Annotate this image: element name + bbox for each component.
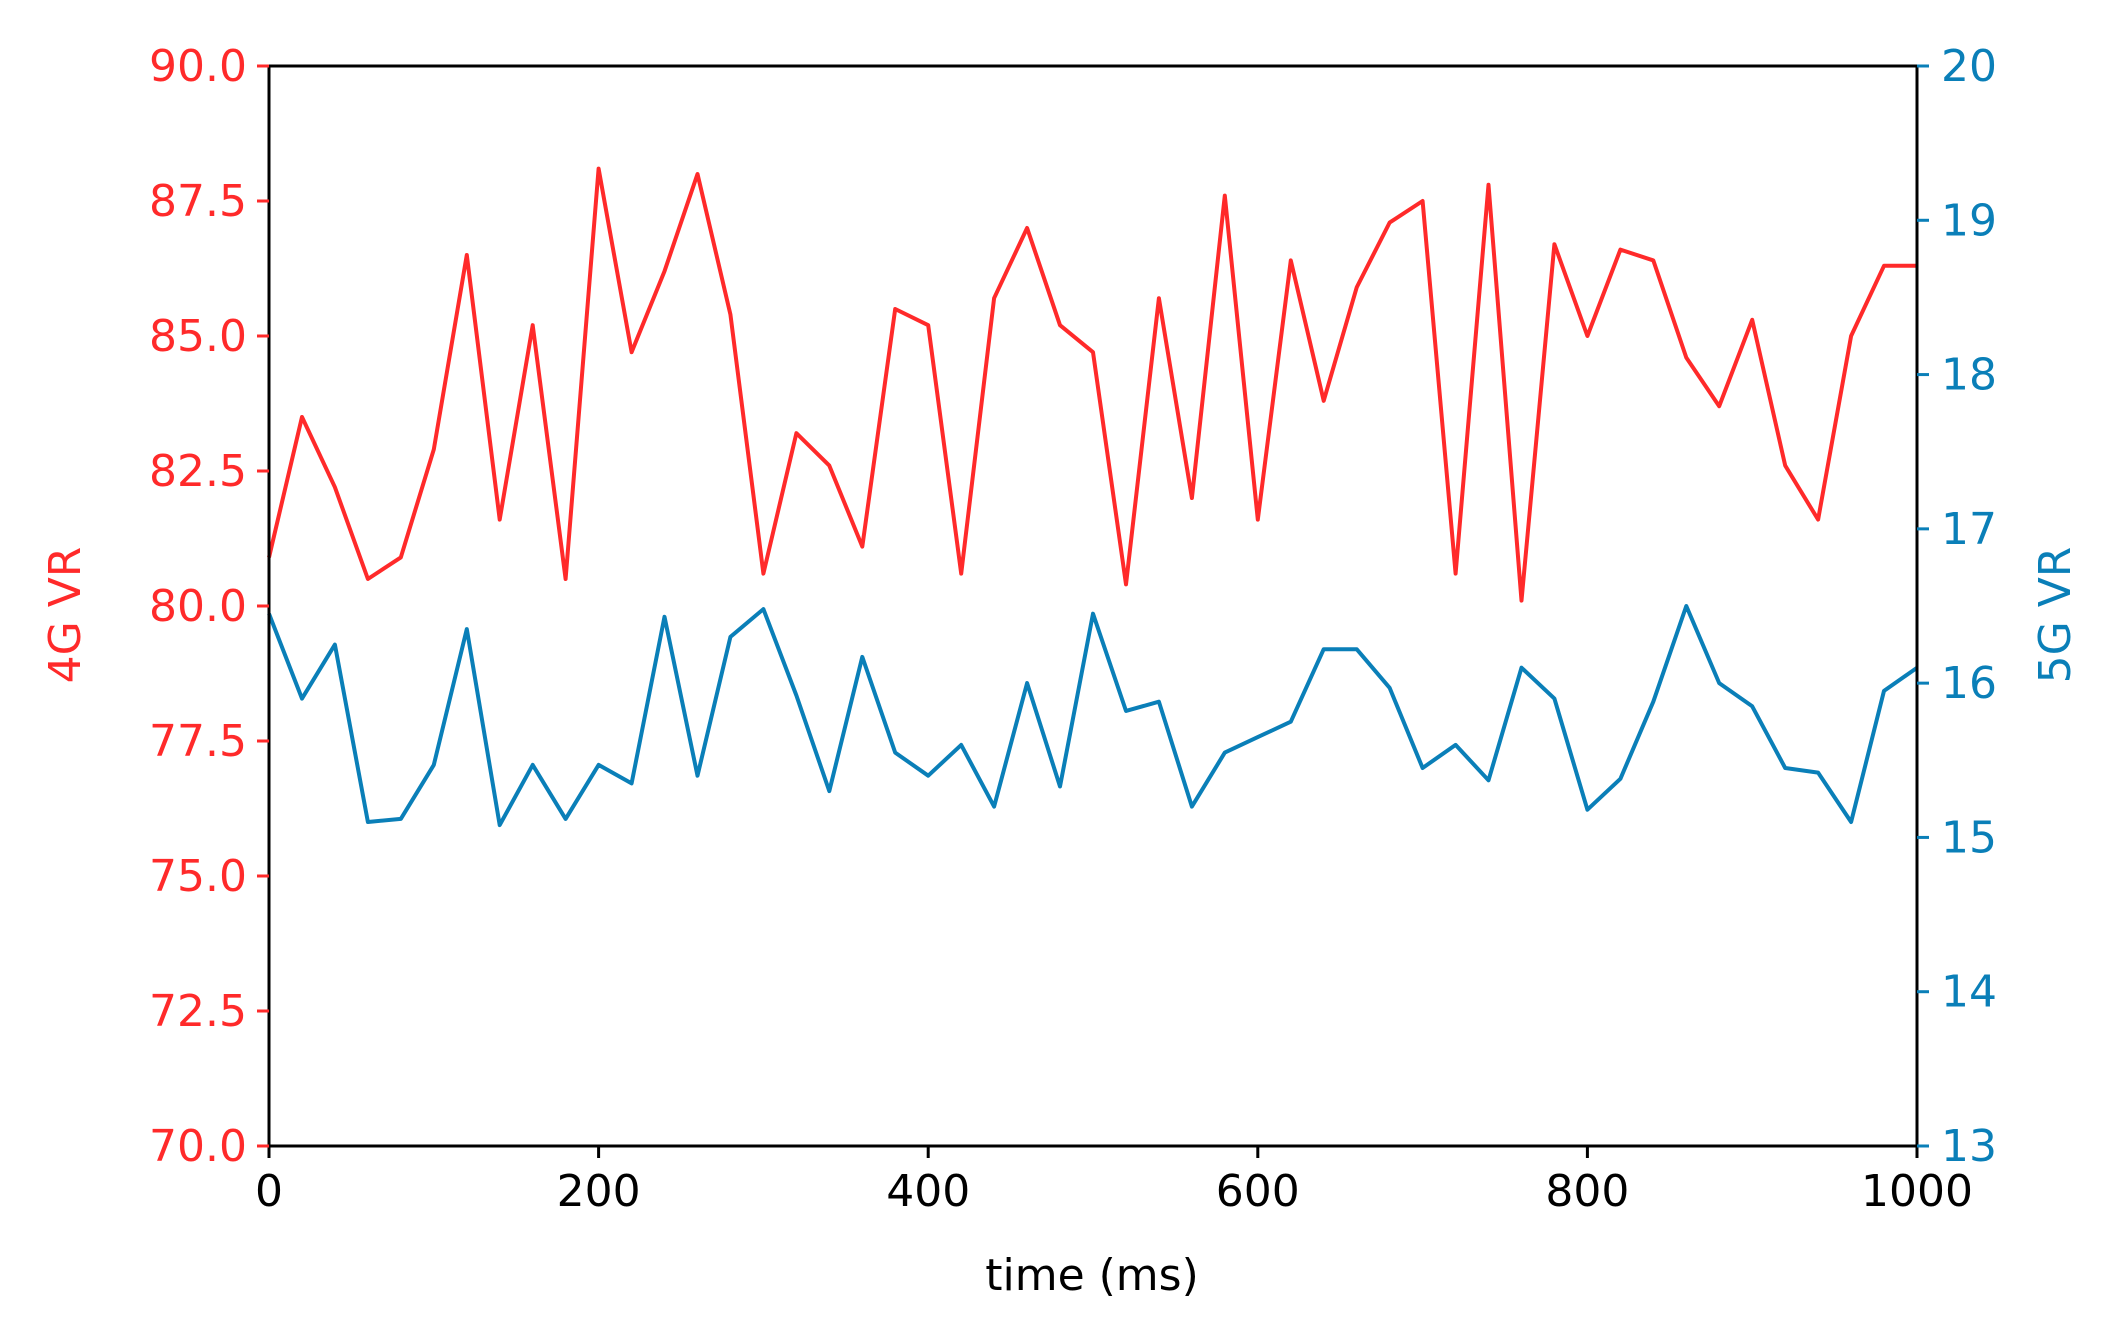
left-y-tick-label: 72.5 [149,986,247,1037]
left-y-tick-label: 87.5 [149,176,247,227]
right-axis-series-line [267,604,1919,828]
right-y-tick-label: 15 [1941,812,1997,863]
right-y-tick-label: 19 [1941,195,1997,246]
left-y-tick-label: 85.0 [149,311,247,362]
right-y-tick-label: 13 [1941,1121,1997,1172]
left-y-tick-label: 90.0 [149,41,247,92]
x-axis-label: time (ms) [985,1250,1199,1301]
right-y-tick-label: 20 [1941,41,1997,92]
x-tick-label: 800 [1545,1166,1629,1217]
x-tick-label: 400 [886,1166,970,1217]
right-y-tick-label: 14 [1941,967,1997,1018]
series-layer [267,166,1919,828]
x-tick-label: 1000 [1861,1166,1973,1217]
axes-layer: 0 200 400 600 800 1000 70.0 72.5 75.0 77.5 80.0 82.… [149,41,1997,1217]
left-y-tick-label: 70.0 [149,1121,247,1172]
x-tick-label: 600 [1216,1166,1300,1217]
x-tick-label: 0 [255,1166,283,1217]
plot-frame [267,64,1919,1148]
right-y-tick-label: 16 [1941,658,1997,709]
left-y-axis-label: 4G VR [40,547,91,684]
right-y-tick-label: 17 [1941,504,1997,555]
right-y-tick-label: 18 [1941,350,1997,401]
left-y-tick-label: 75.0 [149,851,247,902]
left-axis-series-line [267,166,1917,603]
right-y-axis-label: 5G VR [2030,547,2081,684]
left-y-tick-label: 80.0 [149,581,247,632]
left-y-tick-label: 82.5 [149,446,247,497]
left-y-tick-label: 77.5 [149,716,247,767]
x-tick-label: 200 [557,1166,641,1217]
